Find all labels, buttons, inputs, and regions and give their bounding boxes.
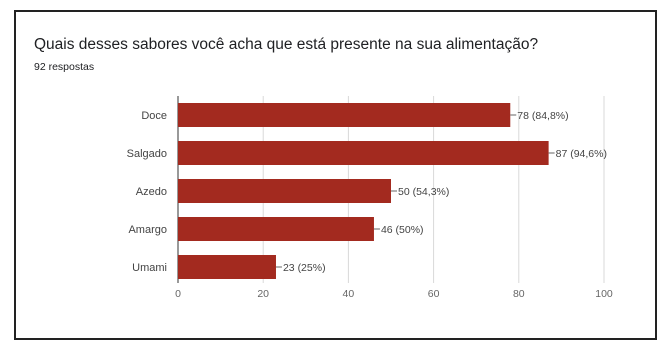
chart-title: Quais desses sabores você acha que está …	[34, 36, 539, 53]
category-label: Salgado	[127, 148, 167, 160]
data-label: 46 (50%)	[381, 224, 424, 236]
x-tick-label: 0	[175, 288, 181, 300]
bar-chart: 0 20 40 60 80 100 Doce 78 (84,8%) Salgado 87 (94,…	[127, 96, 613, 300]
data-label: 87 (94,6%)	[556, 148, 607, 160]
category-label: Umami	[132, 262, 167, 274]
bar	[178, 217, 374, 241]
bar	[178, 255, 276, 279]
bar	[178, 141, 549, 165]
bar	[178, 103, 511, 127]
category-label: Amargo	[128, 224, 167, 236]
response-count: 92 respostas	[34, 61, 95, 73]
x-tick-label: 60	[428, 288, 440, 300]
category-label: Doce	[141, 110, 167, 122]
x-tick-label: 80	[513, 288, 525, 300]
x-tick-label: 40	[343, 288, 355, 300]
data-label: 23 (25%)	[283, 262, 326, 274]
chart-card	[14, 10, 657, 340]
category-label: Azedo	[136, 186, 167, 198]
x-tick-label: 20	[257, 288, 269, 300]
x-tick-label: 100	[595, 288, 613, 300]
data-label: 78 (84,8%)	[517, 110, 568, 122]
bar	[178, 179, 391, 203]
data-label: 50 (54,3%)	[398, 186, 449, 198]
